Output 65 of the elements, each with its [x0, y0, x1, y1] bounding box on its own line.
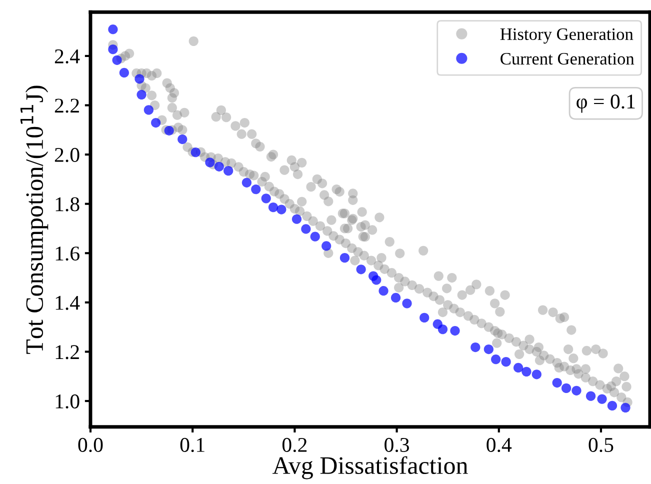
point — [390, 292, 401, 303]
point — [356, 264, 366, 274]
point — [276, 204, 286, 214]
point — [144, 105, 154, 115]
x-tick-label: 0.1 — [180, 438, 204, 452]
point — [402, 298, 412, 308]
point — [340, 253, 350, 263]
y-tick-label: 1.6 — [56, 246, 80, 261]
point — [108, 44, 118, 54]
point — [119, 68, 129, 78]
point — [501, 357, 511, 367]
y-tick-label: 1.2 — [56, 345, 79, 360]
point — [586, 391, 596, 401]
y-tick-label: 2.0 — [54, 148, 80, 162]
y-tick-label: 1.0 — [56, 394, 80, 409]
point — [372, 275, 382, 285]
point — [268, 202, 278, 212]
point — [112, 55, 122, 65]
point — [532, 370, 542, 380]
point — [450, 326, 460, 336]
y-tick-label: 2.2 — [54, 98, 79, 113]
point — [310, 232, 320, 242]
legend-label: History Generation — [500, 28, 634, 44]
point — [214, 162, 224, 172]
x-tick-label: 0.3 — [384, 438, 409, 452]
y-axis-title: Tot Consumpotion/(10$^{11}$J) — [20, 86, 48, 354]
point — [620, 402, 630, 412]
x-tick-label: 0.4 — [486, 438, 512, 452]
point — [178, 134, 188, 144]
x-tick-label: 0.2 — [282, 438, 307, 452]
point — [136, 90, 146, 100]
point — [134, 74, 144, 84]
point — [572, 386, 582, 396]
annotation: φ = 0.1 — [576, 94, 635, 113]
point — [242, 178, 252, 188]
point — [597, 394, 607, 404]
point — [108, 24, 118, 34]
point — [561, 383, 572, 394]
y-tick-label: 1.4 — [56, 296, 80, 310]
point — [190, 148, 200, 158]
point — [607, 400, 618, 411]
point — [470, 342, 480, 352]
point — [552, 378, 562, 388]
point — [378, 286, 388, 296]
point — [484, 344, 494, 354]
point — [522, 366, 532, 376]
x-axis-title: Avg Dissatisfaction — [272, 456, 468, 480]
point — [322, 241, 332, 251]
point — [513, 362, 524, 373]
point — [224, 166, 234, 176]
point — [205, 158, 215, 168]
y-tick-label: 1.8 — [56, 197, 80, 212]
point — [164, 126, 174, 136]
point — [261, 194, 271, 204]
x-tick-label: 0.0 — [78, 438, 103, 452]
x-tick-label: 0.5 — [588, 438, 614, 452]
point — [420, 312, 430, 323]
point — [301, 224, 311, 234]
point — [491, 354, 501, 364]
point — [251, 184, 261, 194]
point — [438, 324, 448, 334]
point — [151, 118, 161, 128]
y-tick-label: 2.4 — [54, 49, 80, 64]
point — [292, 214, 302, 224]
legend-label: Current Generation — [500, 52, 634, 65]
